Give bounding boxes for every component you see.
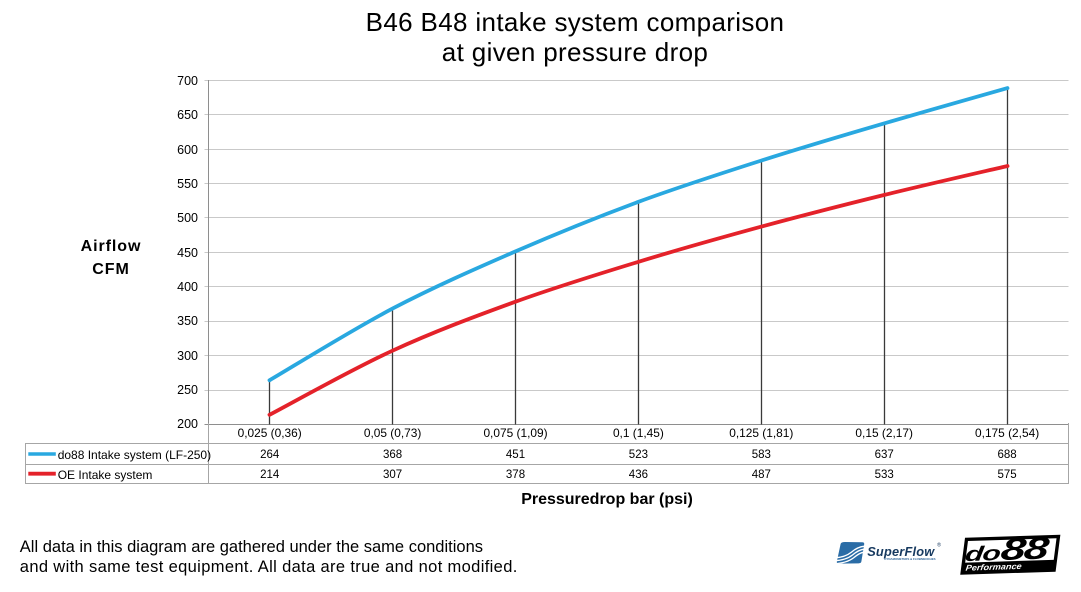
svg-text:Performance: Performance — [965, 562, 1023, 573]
svg-text:SuperFlow: SuperFlow — [867, 544, 935, 559]
svg-text:DYNAMOMETERS & FLOWBENCHES: DYNAMOMETERS & FLOWBENCHES — [884, 557, 935, 561]
svg-text:®: ® — [937, 542, 941, 549]
